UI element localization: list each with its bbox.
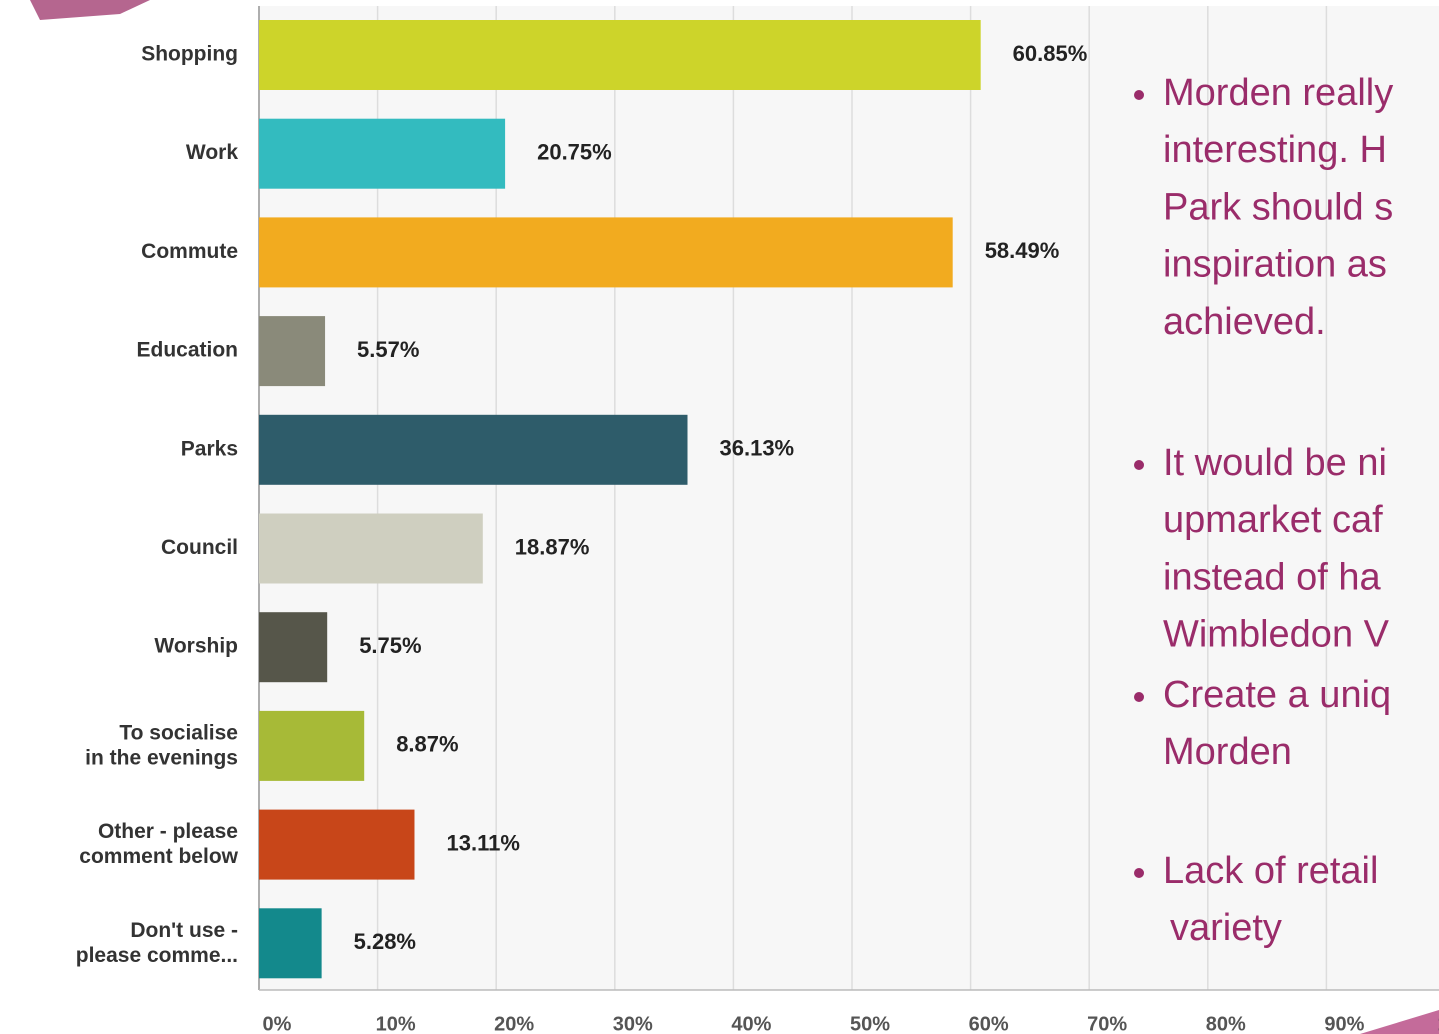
x-tick-label: 50% bbox=[850, 1013, 890, 1034]
y-tick-label: Shopping bbox=[141, 43, 238, 66]
y-tick-label: Education bbox=[136, 339, 238, 362]
bullet bbox=[1134, 868, 1144, 878]
bar bbox=[259, 809, 415, 880]
value-label: 58.49% bbox=[985, 238, 1060, 263]
value-label: 18.87% bbox=[515, 534, 590, 559]
bar bbox=[259, 20, 981, 90]
annotation-text: Lack of retail bbox=[1163, 850, 1378, 892]
annotation-text: upmarket caf bbox=[1163, 499, 1383, 541]
annotation-text: Wimbledon V bbox=[1163, 614, 1390, 656]
x-tick-label: 10% bbox=[376, 1013, 416, 1034]
value-label: 5.57% bbox=[357, 337, 419, 362]
value-label: 13.11% bbox=[446, 830, 519, 855]
x-tick-label: 90% bbox=[1324, 1013, 1364, 1034]
corner-decoration bbox=[30, 0, 150, 20]
y-tick-label: Work bbox=[186, 141, 238, 164]
annotation-text: instead of ha bbox=[1163, 556, 1381, 598]
y-tick-label: Worship bbox=[154, 635, 238, 658]
y-tick-label: Other - please comment below bbox=[79, 820, 238, 868]
corner-decoration bbox=[1360, 1010, 1439, 1034]
annotation-text: It would be ni bbox=[1163, 442, 1387, 484]
bar bbox=[259, 513, 483, 584]
bar bbox=[259, 908, 322, 979]
y-tick-label: Parks bbox=[181, 437, 238, 460]
annotation-text: variety bbox=[1170, 907, 1282, 949]
annotation-text: Create a uniq bbox=[1163, 674, 1391, 716]
annotation-text: achieved. bbox=[1163, 301, 1326, 343]
value-label: 5.28% bbox=[354, 929, 416, 954]
bar bbox=[259, 612, 328, 683]
annotation-text: Morden really bbox=[1163, 72, 1393, 114]
x-tick-label: 30% bbox=[613, 1013, 653, 1034]
value-label: 36.13% bbox=[720, 436, 795, 461]
annotation-text: Park should s bbox=[1163, 186, 1393, 228]
x-tick-label: 40% bbox=[731, 1013, 771, 1034]
bullet bbox=[1134, 692, 1144, 702]
y-tick-label: Don't use -please comme... bbox=[76, 918, 238, 966]
value-label: 5.75% bbox=[359, 633, 421, 658]
annotation-text: interesting. H bbox=[1163, 129, 1387, 171]
bar bbox=[259, 217, 953, 288]
bar bbox=[259, 316, 326, 387]
value-label: 20.75% bbox=[537, 140, 612, 165]
y-tick-label: Commute bbox=[141, 240, 238, 263]
bar bbox=[259, 710, 365, 781]
x-tick-label: 100% bbox=[1437, 1013, 1439, 1034]
x-tick-label: 80% bbox=[1206, 1013, 1246, 1034]
annotation-text: Morden bbox=[1163, 731, 1292, 773]
annotation-text: inspiration as bbox=[1163, 244, 1387, 286]
bar bbox=[259, 414, 688, 485]
x-tick-label: 0% bbox=[263, 1013, 292, 1034]
y-tick-label: To socialise in the evenings bbox=[85, 721, 238, 769]
y-tick-label: Council bbox=[161, 536, 238, 559]
x-tick-label: 20% bbox=[494, 1013, 534, 1034]
bar bbox=[259, 118, 506, 189]
bullet bbox=[1134, 460, 1144, 470]
bullet bbox=[1134, 90, 1144, 100]
value-label: 8.87% bbox=[396, 732, 458, 757]
value-label: 60.85% bbox=[1013, 41, 1088, 66]
x-tick-label: 60% bbox=[969, 1013, 1009, 1034]
x-tick-label: 70% bbox=[1087, 1013, 1127, 1034]
